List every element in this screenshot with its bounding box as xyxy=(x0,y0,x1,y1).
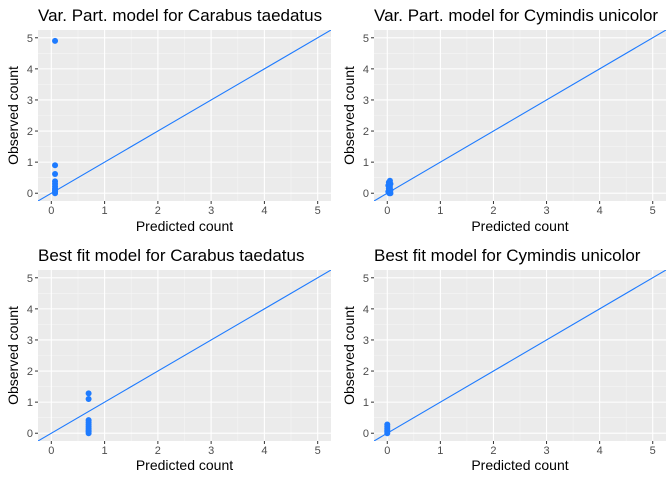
data-point xyxy=(52,162,59,169)
x-tick-label: 1 xyxy=(437,205,443,217)
y-tick-label: 4 xyxy=(27,64,33,76)
chart-title: Var. Part. model for Cymindis unicolor xyxy=(374,6,658,25)
data-point xyxy=(52,170,59,177)
y-tick-label: 2 xyxy=(27,366,33,378)
x-tick-label: 0 xyxy=(384,445,390,457)
x-tick-label: 1 xyxy=(437,445,443,457)
y-axis-title: Observed count xyxy=(5,66,21,165)
x-tick-label: 2 xyxy=(155,205,161,217)
y-axis-title: Observed count xyxy=(341,306,357,405)
x-tick-label: 2 xyxy=(490,445,496,457)
data-point xyxy=(85,396,92,403)
y-tick-label: 3 xyxy=(363,335,369,347)
y-tick-label: 0 xyxy=(27,428,33,440)
x-tick-label: 2 xyxy=(490,205,496,217)
x-tick-label: 3 xyxy=(208,205,214,217)
y-tick-label: 4 xyxy=(363,304,369,316)
x-tick-label: 3 xyxy=(543,445,549,457)
x-tick-label: 5 xyxy=(315,205,321,217)
y-tick-label: 4 xyxy=(363,64,369,76)
y-tick-label: 5 xyxy=(27,33,33,45)
data-point xyxy=(384,430,391,437)
y-tick-label: 4 xyxy=(27,304,33,316)
y-tick-label: 3 xyxy=(27,335,33,347)
x-tick-label: 3 xyxy=(208,445,214,457)
data-point xyxy=(85,390,92,397)
x-tick-label: 5 xyxy=(650,205,656,217)
x-tick-label: 4 xyxy=(261,205,267,217)
y-tick-label: 5 xyxy=(27,273,33,285)
x-tick-label: 5 xyxy=(315,445,321,457)
data-point xyxy=(52,190,59,197)
x-tick-label: 0 xyxy=(384,205,390,217)
x-tick-label: 1 xyxy=(102,205,108,217)
y-tick-label: 3 xyxy=(363,95,369,107)
y-tick-label: 2 xyxy=(363,366,369,378)
reference-line xyxy=(38,270,331,441)
chart-title: Best fit model for Carabus taedatus xyxy=(38,246,304,265)
x-axis-title: Predicted count xyxy=(471,218,568,234)
chart-title: Best fit model for Cymindis unicolor xyxy=(374,246,641,265)
y-axis-title: Observed count xyxy=(5,306,21,405)
x-axis-title: Predicted count xyxy=(471,457,568,473)
x-tick-label: 3 xyxy=(543,205,549,217)
y-tick-label: 1 xyxy=(27,397,33,409)
x-tick-label: 1 xyxy=(102,445,108,457)
y-tick-label: 5 xyxy=(363,33,369,45)
y-tick-label: 3 xyxy=(27,95,33,107)
reference-line xyxy=(374,270,666,441)
x-axis-title: Predicted count xyxy=(136,457,233,473)
reference-line xyxy=(38,30,331,201)
x-tick-label: 4 xyxy=(261,445,267,457)
y-tick-label: 0 xyxy=(363,428,369,440)
data-point xyxy=(387,190,394,197)
y-tick-label: 0 xyxy=(27,188,33,200)
x-tick-label: 4 xyxy=(597,445,603,457)
chart-panel-3: 0 1 2 3 4 5 0 1 2 3 4 5 Best fit model for Carabus t… xyxy=(5,246,331,473)
data-point xyxy=(85,430,92,437)
y-tick-label: 1 xyxy=(363,397,369,409)
chart-panel-2: 0 1 2 3 4 5 0 1 2 3 4 5 Var. Part. model for Cymindi… xyxy=(341,6,666,234)
chart-panel-1: 0 1 2 3 4 5 0 1 2 3 4 5 Var. Part. model for Carabus… xyxy=(5,6,331,234)
chart-title: Var. Part. model for Carabus taedatus xyxy=(38,6,322,25)
reference-line xyxy=(374,30,666,201)
y-tick-label: 1 xyxy=(363,157,369,169)
y-tick-label: 2 xyxy=(27,126,33,138)
chart-panel-4: 0 1 2 3 4 5 0 1 2 3 4 5 Best fit model for Cymindis … xyxy=(341,246,666,473)
y-axis-title: Observed count xyxy=(341,66,357,165)
x-tick-label: 0 xyxy=(48,445,54,457)
x-tick-label: 5 xyxy=(650,445,656,457)
y-tick-label: 2 xyxy=(363,126,369,138)
x-tick-label: 2 xyxy=(155,445,161,457)
data-point xyxy=(52,37,59,44)
x-axis-title: Predicted count xyxy=(136,218,233,234)
y-tick-label: 0 xyxy=(363,188,369,200)
y-tick-label: 5 xyxy=(363,273,369,285)
x-tick-label: 0 xyxy=(48,205,54,217)
y-tick-label: 1 xyxy=(27,157,33,169)
x-tick-label: 4 xyxy=(597,205,603,217)
